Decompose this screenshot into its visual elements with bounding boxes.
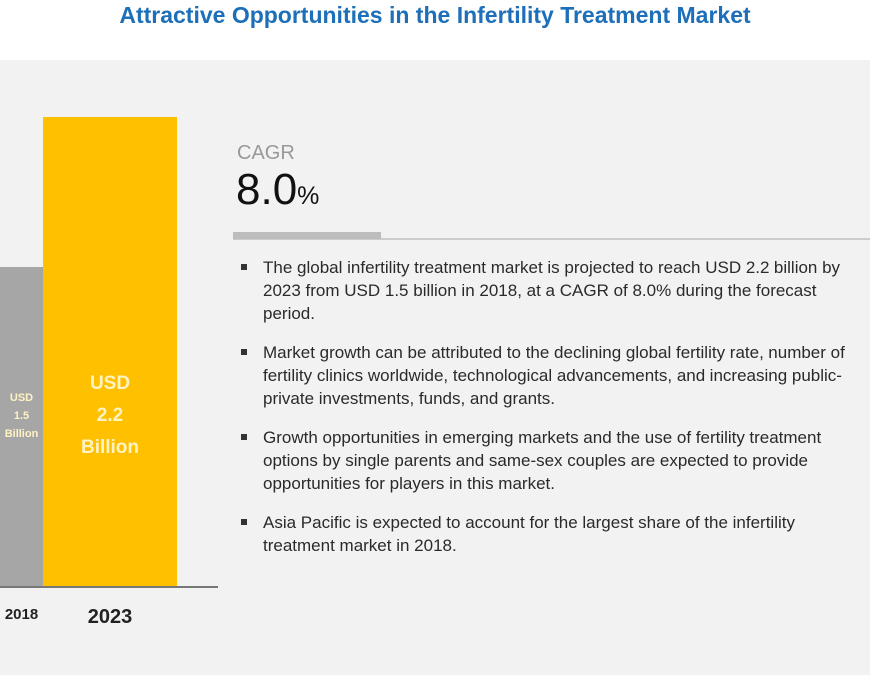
cagr-value: 8.0% [236, 165, 319, 215]
cagr-label: CAGR [237, 142, 295, 164]
header [0, 0, 870, 60]
bullet-item: The global infertility treatment market … [238, 256, 860, 325]
bar-label-line: 1.5 [13, 410, 30, 422]
cagr-number: 8.0 [236, 165, 298, 214]
bar-2023 [43, 117, 177, 587]
bullet-list: The global infertility treatment market … [238, 256, 860, 573]
x-axis [0, 586, 218, 588]
bullet-text: The global infertility treatment market … [263, 258, 770, 277]
bar-label-line: USD [9, 392, 34, 404]
bar-data-label: USD 2.2 Billion [43, 368, 177, 464]
bullet-text: billion by 2023 from USD 1.5 billion in … [263, 258, 841, 300]
bullet-text: increasing public-private investments, f… [263, 366, 842, 408]
bar-2018 [0, 266, 43, 587]
bullet-text: the forecast period. [263, 281, 817, 323]
bullet-icon [241, 349, 247, 355]
cagr-unit: % [297, 182, 320, 210]
page-title: Attractive Opportunities in the Infertil… [119, 2, 751, 28]
bullet-text: to provide opportunities for players in … [263, 451, 809, 493]
bullet-item: Market growth can be attributed to the d… [238, 341, 860, 410]
bar-label-line: 2.2 [96, 405, 124, 426]
bullet-text: Asia Pacific is expected to account for … [263, 513, 795, 532]
bar-label-line: Billion [4, 428, 39, 440]
x-tick-label: 2018 [4, 606, 39, 623]
x-tick-label: 2023 [87, 606, 133, 628]
divider [233, 238, 870, 240]
bullet-item: Asia Pacific is expected to account for … [238, 511, 860, 557]
bar-data-label: USD 1.5 Billion [0, 389, 43, 443]
bullet-item: Growth opportunities in emerging markets… [238, 426, 860, 495]
bullet-text: treatment market in 2018. [263, 536, 457, 555]
bullet-icon [241, 434, 247, 440]
bullet-text: number of fertility clinics worldwide, t… [263, 343, 845, 385]
bar-label-line: Billion [80, 437, 140, 458]
bullet-text: Growth opportunities in emerging markets… [263, 428, 745, 447]
bullet-icon [241, 264, 247, 270]
bullet-text: treatment options by single parents and … [263, 428, 822, 470]
bullet-icon [241, 519, 247, 525]
divider-accent [233, 232, 381, 239]
bullet-text: Market growth can be attributed to the d… [263, 343, 764, 362]
bar-label-line: USD [89, 373, 131, 394]
